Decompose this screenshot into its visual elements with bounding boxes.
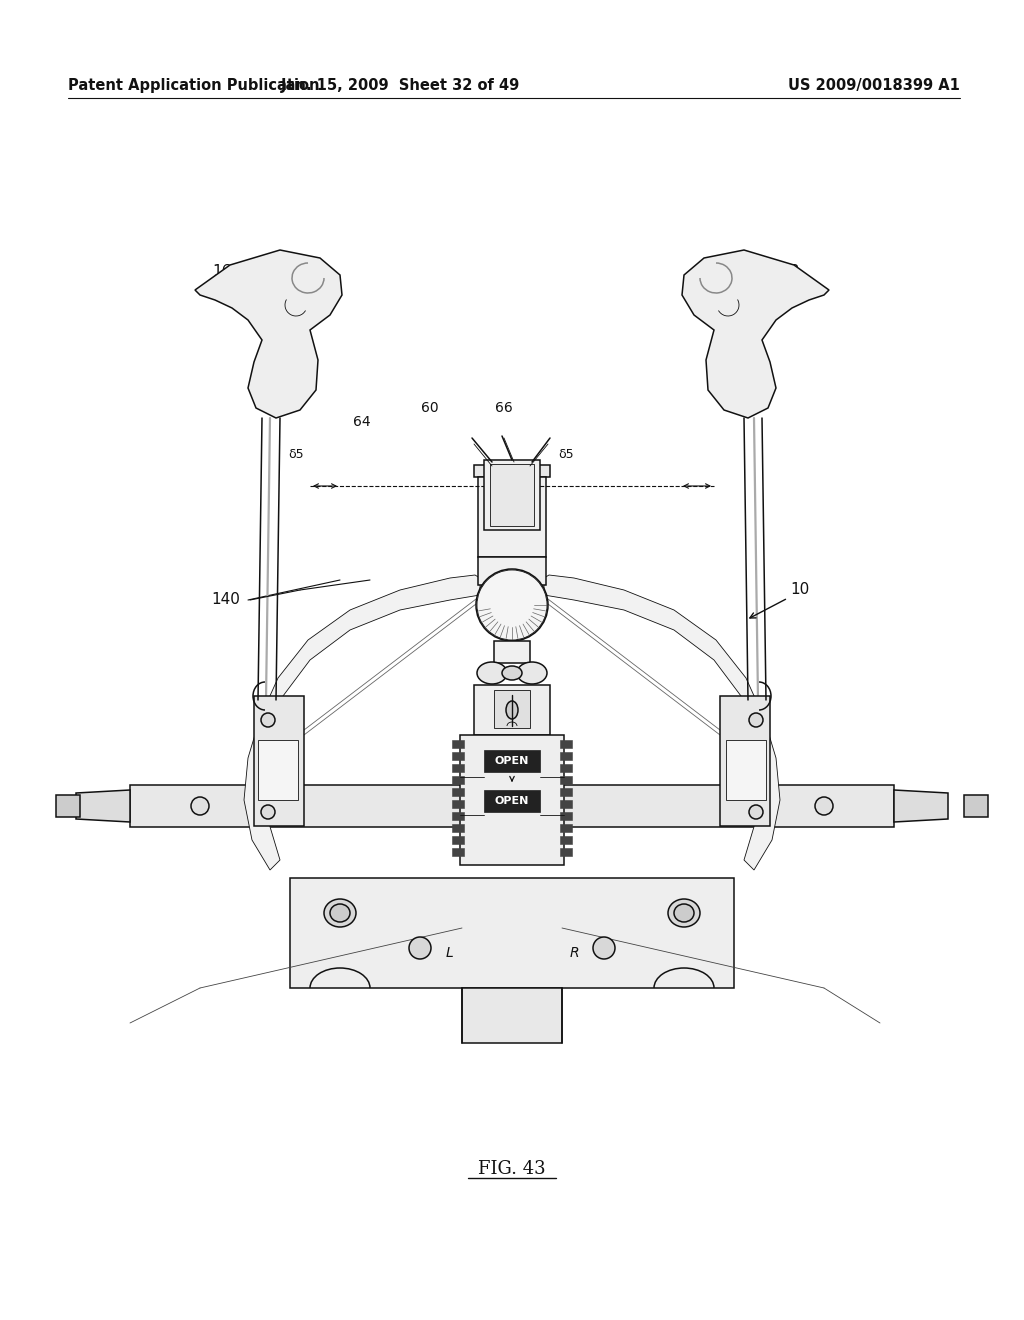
Text: 66: 66 [496,401,513,414]
Bar [474,465,550,477]
Text: 10: 10 [791,582,810,598]
Ellipse shape [191,797,209,814]
Text: OPEN: OPEN [495,756,529,766]
Bar [964,795,988,817]
Bar [452,752,464,760]
Bar [130,785,894,828]
Bar [720,696,770,826]
Bar [452,824,464,832]
Text: 64: 64 [353,414,371,429]
Bar [560,764,572,772]
Ellipse shape [324,899,356,927]
Bar [478,477,546,557]
Bar [478,557,546,585]
Bar [258,741,298,800]
Bar [452,800,464,808]
Bar [560,824,572,832]
Ellipse shape [674,904,694,921]
Bar [452,788,464,796]
Text: 60: 60 [421,401,439,414]
Bar [484,789,540,812]
Bar [452,847,464,855]
Text: 16: 16 [212,264,231,280]
Text: 18: 18 [780,264,800,280]
Ellipse shape [330,904,350,921]
Bar [726,741,766,800]
Ellipse shape [261,713,275,727]
Polygon shape [544,576,780,870]
Bar [462,987,562,1043]
Bar [452,812,464,820]
Bar [254,696,304,826]
Bar [490,465,534,525]
Ellipse shape [261,805,275,818]
Bar [484,750,540,772]
Bar [452,741,464,748]
Bar [560,847,572,855]
Bar [494,642,530,663]
Text: δ5: δ5 [558,449,573,462]
Polygon shape [682,249,829,418]
Ellipse shape [749,713,763,727]
Bar [560,812,572,820]
Text: FIG. 43: FIG. 43 [478,1160,546,1177]
Text: δ5: δ5 [288,449,304,462]
Text: R: R [569,946,579,960]
Bar [560,836,572,843]
Ellipse shape [502,667,522,680]
Text: Patent Application Publication: Patent Application Publication [68,78,319,92]
Bar [484,459,540,531]
Polygon shape [195,249,342,418]
Bar [460,735,564,865]
Bar [494,690,530,729]
Bar [474,685,550,735]
Bar [290,878,734,987]
Ellipse shape [593,937,615,960]
Text: 140: 140 [212,593,241,607]
Text: OPEN: OPEN [495,796,529,807]
Bar [560,752,572,760]
Text: L: L [446,946,454,960]
Polygon shape [894,789,948,822]
Ellipse shape [477,663,507,684]
Text: US 2009/0018399 A1: US 2009/0018399 A1 [788,78,961,92]
Bar [560,776,572,784]
Ellipse shape [749,805,763,818]
Ellipse shape [409,937,431,960]
Bar [56,795,80,817]
Ellipse shape [476,569,548,642]
Ellipse shape [517,663,547,684]
Bar [560,741,572,748]
Ellipse shape [506,701,518,719]
Bar [452,836,464,843]
Ellipse shape [668,899,700,927]
Bar [486,480,538,510]
Bar [452,764,464,772]
Bar [560,800,572,808]
Text: Jan. 15, 2009  Sheet 32 of 49: Jan. 15, 2009 Sheet 32 of 49 [281,78,519,92]
Bar [452,776,464,784]
Bar [560,788,572,796]
Ellipse shape [501,499,523,521]
Polygon shape [76,789,130,822]
Ellipse shape [815,797,833,814]
Polygon shape [244,576,480,870]
